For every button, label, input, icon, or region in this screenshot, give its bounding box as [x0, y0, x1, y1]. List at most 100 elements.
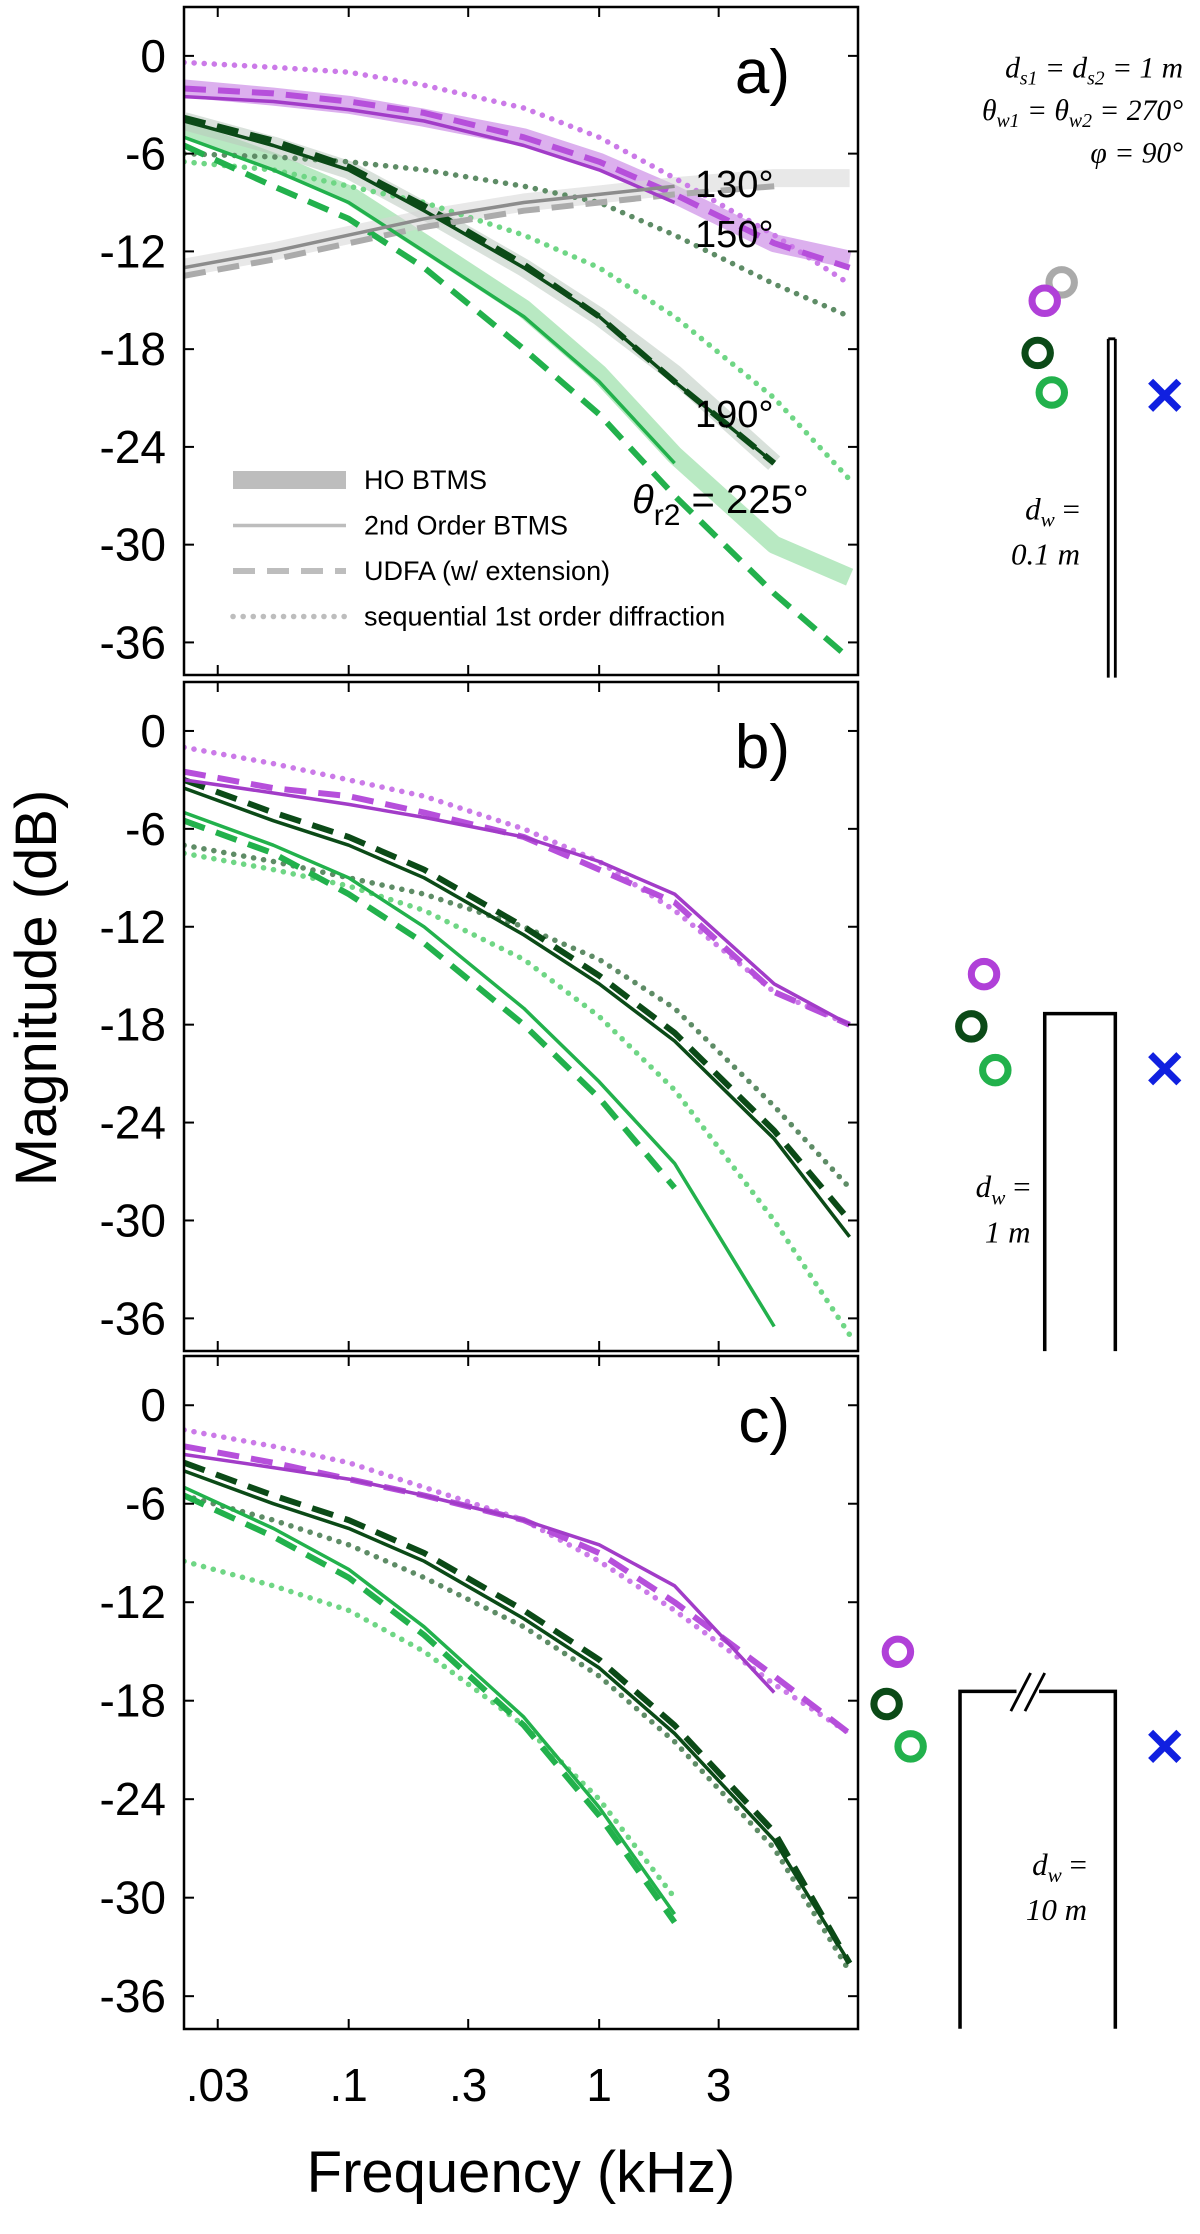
series-line-dashed — [184, 1443, 852, 1736]
parameter-part: d — [1005, 53, 1020, 85]
wall-width-eq: = — [1062, 1847, 1087, 1882]
parameter-part: = θ — [1020, 95, 1069, 127]
x-tick-label: 3 — [706, 2059, 732, 2111]
theta-subscript: r2 — [654, 499, 681, 532]
y-tick-label: 0 — [140, 1379, 166, 1431]
series-line-band — [184, 120, 854, 586]
wall-width-symbol: d — [1032, 1847, 1048, 1882]
y-tick-label: -36 — [100, 1970, 166, 2022]
series-line-dotted — [184, 59, 853, 287]
series-line-solid — [184, 778, 851, 1027]
theta-annotation: θr2 = 225° — [632, 478, 809, 532]
series-line-dashed — [184, 1459, 853, 1965]
series-line-dashed — [184, 768, 851, 1028]
plot-frame — [182, 1354, 860, 2031]
series-line-dashed — [184, 85, 851, 271]
y-axis-label: Magnitude (dB) — [4, 790, 69, 1187]
wall — [1042, 1011, 1118, 1352]
series-line-dotted — [184, 1427, 853, 1737]
receiver-marker — [870, 1687, 903, 1721]
wall-width-eq: = — [1005, 1169, 1030, 1204]
y-tick-label: 0 — [140, 705, 166, 757]
parameter-part: = 1 m — [1105, 53, 1183, 85]
parameter-part: θ — [982, 95, 997, 127]
plot-area — [184, 744, 853, 1338]
angle-annotation: 150° — [695, 214, 774, 256]
y-tick-label: -18 — [100, 1675, 166, 1727]
y-tick-label: -18 — [100, 999, 166, 1051]
theta-symbol: θ — [632, 478, 654, 522]
y-tick-label: -12 — [100, 225, 166, 277]
series-line-solid — [184, 184, 675, 270]
angle-annotation: 130° — [695, 164, 774, 206]
receiver-marker — [967, 957, 1001, 991]
legend-label: sequential 1st order diffraction — [364, 602, 725, 632]
series-line-dashed — [184, 817, 677, 1190]
y-tick-label: -6 — [125, 1478, 166, 1530]
receiver-marker — [1035, 376, 1069, 409]
wall-width-subscript: w — [1041, 508, 1055, 532]
parameter-subscript: w2 — [1069, 110, 1092, 132]
markers-c — [870, 1635, 1182, 2029]
legend-label: HO BTMS — [364, 465, 487, 495]
wall-width-label: dw = — [1032, 1847, 1087, 1887]
source-marker — [1148, 1729, 1182, 1764]
wall — [1106, 337, 1117, 678]
parameter-part: = 270° — [1092, 95, 1183, 127]
source-marker — [1148, 1052, 1182, 1086]
wall-width-symbol: d — [976, 1169, 992, 1204]
series-line-dotted — [184, 150, 853, 320]
x-axis-label: Frequency (kHz) — [307, 2140, 736, 2205]
wall-width-subscript: w — [1048, 1863, 1062, 1887]
series-line-dotted — [184, 159, 853, 483]
y-tick-label: -24 — [100, 1097, 166, 1149]
receiver-marker — [894, 1730, 927, 1763]
plot-frame — [182, 680, 860, 1353]
parameter-subscript: s2 — [1087, 68, 1105, 90]
series-line-solid — [184, 1469, 852, 1965]
parameter-text: ds1 = ds2 = 1 m — [1005, 53, 1183, 90]
plot-area — [184, 59, 854, 661]
series-line-solid — [184, 135, 676, 465]
y-tick-label: -18 — [100, 323, 166, 375]
x-tick-label: 1 — [586, 2059, 612, 2111]
receiver-marker — [1021, 336, 1054, 370]
legend-label: UDFA (w/ extension) — [364, 556, 610, 586]
y-tick-label: -6 — [125, 128, 166, 180]
series-line-dotted — [184, 842, 853, 1191]
series-line-dotted — [184, 744, 853, 1028]
y-tick-label: -12 — [100, 1576, 166, 1628]
x-tick-label: .3 — [449, 2059, 487, 2111]
series-line-solid — [184, 1485, 677, 1916]
series-line-solid — [184, 94, 676, 205]
series-line-solid — [184, 810, 776, 1328]
wall-width-label: dw = — [1025, 492, 1080, 532]
angle-annotation: 190° — [695, 394, 774, 436]
x-tick-label: .1 — [330, 2059, 368, 2111]
wall-width-symbol: d — [1025, 492, 1041, 527]
legend-label: 2nd Order BTMS — [364, 511, 568, 541]
y-tick-label: -24 — [100, 1773, 166, 1825]
series-line-dotted — [184, 1492, 853, 1975]
parameter-text: φ = 90° — [1090, 137, 1183, 169]
series-line-solid — [184, 1452, 776, 1694]
y-tick-label: -12 — [100, 901, 166, 953]
receiver-marker — [1045, 266, 1078, 299]
series-line-dashed — [184, 777, 852, 1223]
parameter-part: φ = 90° — [1090, 137, 1183, 169]
wall-width-eq: = — [1055, 492, 1080, 527]
parameter-subscript: s1 — [1020, 68, 1038, 90]
markers-b — [955, 957, 1182, 1352]
receiver-marker — [881, 1635, 915, 1669]
panel-label: b) — [735, 713, 790, 782]
y-tick-label: 0 — [140, 30, 166, 82]
x-tick-label: .03 — [186, 2059, 250, 2111]
parameter-part: = d — [1037, 53, 1087, 85]
y-tick-label: -30 — [100, 1872, 166, 1924]
wall-break — [1009, 1672, 1046, 1712]
y-tick-label: -30 — [100, 1194, 166, 1246]
y-tick-label: -24 — [100, 421, 166, 473]
panel-label: c) — [738, 1387, 790, 1456]
